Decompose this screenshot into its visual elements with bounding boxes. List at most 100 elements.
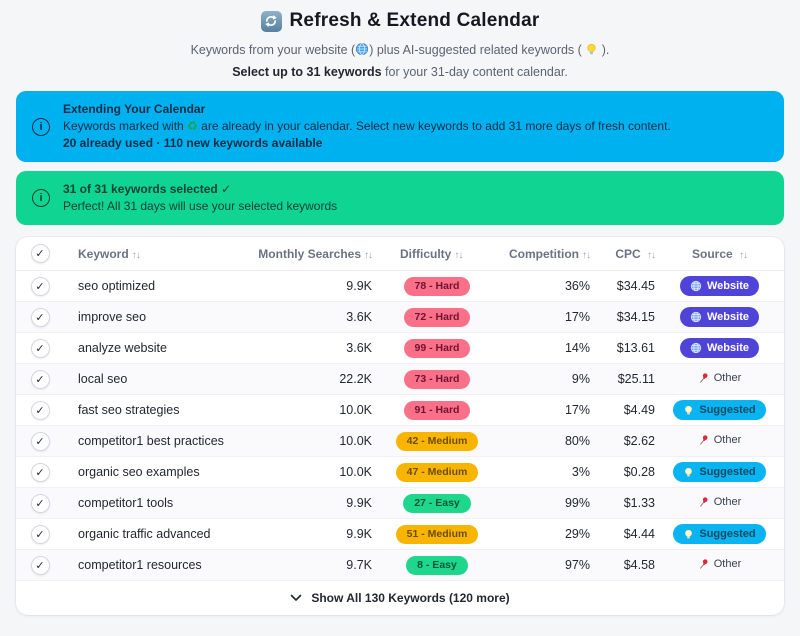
selection-status-banner: i 31 of 31 keywords selected ✓ Perfect! … xyxy=(16,171,784,226)
table-header-row: ✓ Keyword ↑↓ Monthly Searches ↑↓ Difficult… xyxy=(16,237,784,272)
source-label: Other xyxy=(713,495,742,508)
table-row[interactable]: ✓ improve seo 3.6K 72 - Hard 17% $34.15 … xyxy=(16,302,784,334)
globe-icon xyxy=(690,280,702,292)
cpc-cell: $34.45 xyxy=(616,279,655,294)
monthly-searches-cell: 3.6K xyxy=(346,310,372,325)
source-cell: Other xyxy=(655,558,784,573)
sort-icon: ↑↓ xyxy=(364,249,373,261)
row-checkbox[interactable]: ✓ xyxy=(30,400,50,420)
sort-icon: ↑↓ xyxy=(582,249,591,261)
competition-cell: 9% xyxy=(571,372,590,387)
row-checkbox[interactable]: ✓ xyxy=(30,555,50,575)
row-checkbox[interactable]: ✓ xyxy=(30,431,50,451)
difficulty-cell: 42 - Medium xyxy=(372,431,502,451)
table-row[interactable]: ✓ analyze website 3.6K 99 - Hard 14% $13… xyxy=(16,333,784,365)
source-badge: Website xyxy=(680,338,759,359)
source-badge: Other xyxy=(698,371,742,384)
check-icon: ✓ xyxy=(221,182,232,197)
cpc-cell: $13.61 xyxy=(616,341,655,356)
row-checkbox[interactable]: ✓ xyxy=(30,307,50,327)
source-label: Other xyxy=(713,371,742,384)
difficulty-badge: 8 - Easy xyxy=(406,555,468,575)
source-label: Website xyxy=(707,342,749,355)
row-checkbox[interactable]: ✓ xyxy=(30,524,50,544)
column-header-cpc[interactable]: CPC ↑↓ xyxy=(615,246,656,261)
pushpin-icon xyxy=(698,496,710,508)
table-row[interactable]: ✓ competitor1 tools 9.9K 27 - Easy 99% $… xyxy=(16,488,784,520)
difficulty-badge: 47 - Medium xyxy=(395,462,479,482)
subtitle-text: Keywords from your website ( xyxy=(190,43,356,57)
column-header-source[interactable]: Source ↑↓ xyxy=(691,246,748,261)
competition-cell: 17% xyxy=(564,403,590,418)
source-cell: Other xyxy=(655,372,784,387)
difficulty-cell: 78 - Hard xyxy=(372,276,502,296)
globe-icon xyxy=(690,342,702,354)
info-banner-body-text: are already in your calendar. Select new… xyxy=(197,119,671,134)
column-header-difficulty[interactable]: Difficulty ↑↓ xyxy=(400,246,463,261)
subtitle-text: ). xyxy=(598,43,610,57)
table-body: ✓ seo optimized 9.9K 78 - Hard 36% $34.4… xyxy=(16,271,784,582)
column-header-competition[interactable]: Competition ↑↓ xyxy=(509,246,591,261)
select-all-checkbox[interactable]: ✓ xyxy=(30,244,50,264)
source-badge: Website xyxy=(680,276,759,297)
source-badge: Other xyxy=(698,558,741,570)
table-row[interactable]: ✓ fast seo strategies 10.0K 91 - Hard 17… xyxy=(16,395,784,427)
source-badge: Suggested xyxy=(673,462,766,483)
source-label: Suggested xyxy=(699,528,756,541)
row-checkbox[interactable]: ✓ xyxy=(30,338,50,358)
monthly-searches-cell: 9.9K xyxy=(346,279,372,294)
monthly-searches-cell: 9.9K xyxy=(346,496,372,511)
table-row[interactable]: ✓ organic traffic advanced 9.9K 51 - Med… xyxy=(16,519,784,551)
pushpin-icon xyxy=(698,372,710,384)
competition-cell: 97% xyxy=(564,558,590,573)
difficulty-badge: 78 - Hard xyxy=(403,276,471,296)
column-header-monthly-searches[interactable]: Monthly Searches ↑↓ xyxy=(258,246,373,261)
table-row[interactable]: ✓ competitor1 resources 9.7K 8 - Easy 97… xyxy=(16,550,784,582)
keyword-cell: competitor1 tools xyxy=(78,496,174,511)
lightbulb-icon xyxy=(683,529,694,540)
competition-cell: 3% xyxy=(571,465,590,480)
source-badge: Website xyxy=(680,307,759,328)
competition-cell: 99% xyxy=(564,496,590,511)
source-label: Other xyxy=(713,433,742,446)
globe-icon xyxy=(690,311,702,323)
difficulty-cell: 47 - Medium xyxy=(372,462,502,482)
refresh-icon xyxy=(260,10,282,32)
status-banner-body: Perfect! All 31 days will use your selec… xyxy=(63,199,338,214)
cpc-cell: $0.28 xyxy=(623,465,655,480)
difficulty-badge: 72 - Hard xyxy=(403,307,471,327)
keyword-cell: improve seo xyxy=(78,310,147,325)
page-title-text: Refresh & Extend Calendar xyxy=(289,10,540,31)
table-row[interactable]: ✓ local seo 22.2K 73 - Hard 9% $25.11 Ot… xyxy=(16,364,784,396)
monthly-searches-cell: 9.7K xyxy=(346,558,372,573)
page: Refresh & Extend Calendar Keywords from … xyxy=(16,0,784,616)
row-checkbox[interactable]: ✓ xyxy=(30,462,50,482)
page-subtitle-2: Select up to 31 keywords for your 31-day… xyxy=(16,65,784,79)
source-cell: Other xyxy=(655,496,784,511)
row-checkbox[interactable]: ✓ xyxy=(30,276,50,296)
competition-cell: 14% xyxy=(564,341,590,356)
difficulty-cell: 51 - Medium xyxy=(372,524,502,544)
cpc-cell: $34.15 xyxy=(616,310,655,325)
cpc-cell: $4.44 xyxy=(623,527,655,542)
show-all-button[interactable]: Show All 130 Keywords (120 more) xyxy=(16,581,784,615)
show-all-label: Show All 130 Keywords (120 more) xyxy=(311,591,510,606)
row-checkbox[interactable]: ✓ xyxy=(30,493,50,513)
source-cell: Website xyxy=(655,338,784,359)
difficulty-badge: 42 - Medium xyxy=(395,431,479,451)
row-checkbox[interactable]: ✓ xyxy=(30,369,50,389)
table-row[interactable]: ✓ organic seo examples 10.0K 47 - Medium… xyxy=(16,457,784,489)
monthly-searches-cell: 9.9K xyxy=(346,527,372,542)
cpc-cell: $25.11 xyxy=(617,372,655,387)
source-cell: Suggested xyxy=(655,524,784,545)
difficulty-cell: 91 - Hard xyxy=(372,400,502,420)
column-header-keyword[interactable]: Keyword ↑↓ xyxy=(78,246,141,261)
source-cell: Website xyxy=(655,276,784,297)
sort-icon: ↑↓ xyxy=(647,249,656,261)
keyword-cell: fast seo strategies xyxy=(78,403,180,418)
source-cell: Other xyxy=(655,434,784,449)
table-row[interactable]: ✓ competitor1 best practices 10.0K 42 - … xyxy=(16,426,784,458)
table-row[interactable]: ✓ seo optimized 9.9K 78 - Hard 36% $34.4… xyxy=(16,271,784,303)
lightbulb-icon xyxy=(585,43,598,61)
source-cell: Suggested xyxy=(655,462,784,483)
